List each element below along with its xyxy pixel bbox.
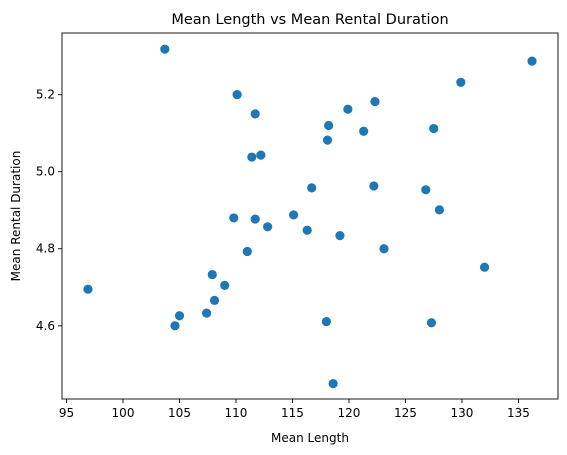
data-point: [426, 318, 437, 328]
data-point: [160, 44, 170, 54]
data-point: [247, 152, 257, 162]
x-axis-ticks: 95 100 105 110 115 120 125 130 135: [59, 399, 530, 420]
chart-title: Mean Length vs Mean Rental Duration: [171, 12, 448, 28]
data-point: [250, 109, 260, 119]
data-point: [359, 126, 369, 136]
data-point: [328, 378, 338, 389]
data-point: [335, 231, 345, 241]
data-point: [289, 210, 299, 220]
data-point: [343, 104, 353, 114]
x-tick-label: 95: [59, 406, 74, 420]
y-axis-ticks: 4.6 4.8 5.0 5.2: [36, 88, 62, 333]
plot-area-frame: [61, 32, 559, 400]
data-point: [379, 244, 389, 254]
data-point: [170, 321, 180, 331]
data-point: [263, 222, 273, 232]
y-axis-label: Mean Rental Duration: [9, 151, 23, 282]
x-tick-label: 110: [225, 406, 248, 420]
data-point: [322, 135, 333, 145]
data-point: [421, 185, 431, 195]
data-point: [324, 120, 334, 131]
y-tick-label: 4.8: [36, 242, 55, 256]
x-tick-label: 120: [338, 406, 361, 420]
data-point: [307, 183, 317, 193]
data-point: [369, 181, 379, 191]
data-point: [83, 284, 93, 294]
points-layer: [83, 44, 537, 389]
data-point: [229, 213, 239, 223]
data-point: [174, 311, 185, 321]
x-tick-label: 130: [451, 406, 474, 420]
data-point: [429, 123, 439, 134]
data-point: [527, 56, 537, 66]
data-point: [242, 246, 252, 257]
data-point: [479, 262, 490, 272]
data-point: [220, 280, 230, 290]
data-point: [207, 269, 217, 280]
data-point: [232, 90, 242, 100]
y-tick-label: 5.2: [36, 88, 55, 102]
x-tick-label: 125: [394, 406, 417, 420]
x-tick-label: 135: [507, 406, 530, 420]
x-tick-label: 105: [168, 406, 191, 420]
data-point: [256, 150, 266, 160]
data-point: [321, 316, 331, 327]
data-point: [250, 214, 260, 224]
data-point: [434, 205, 444, 215]
data-point: [209, 295, 220, 305]
x-tick-label: 115: [281, 406, 304, 420]
data-point: [202, 308, 212, 318]
data-point: [302, 225, 312, 235]
y-tick-label: 4.6: [36, 319, 55, 333]
x-tick-label: 100: [112, 406, 135, 420]
data-point: [370, 96, 380, 107]
y-tick-label: 5.0: [36, 165, 55, 179]
x-axis-label: Mean Length: [271, 431, 349, 445]
data-point: [456, 77, 466, 87]
